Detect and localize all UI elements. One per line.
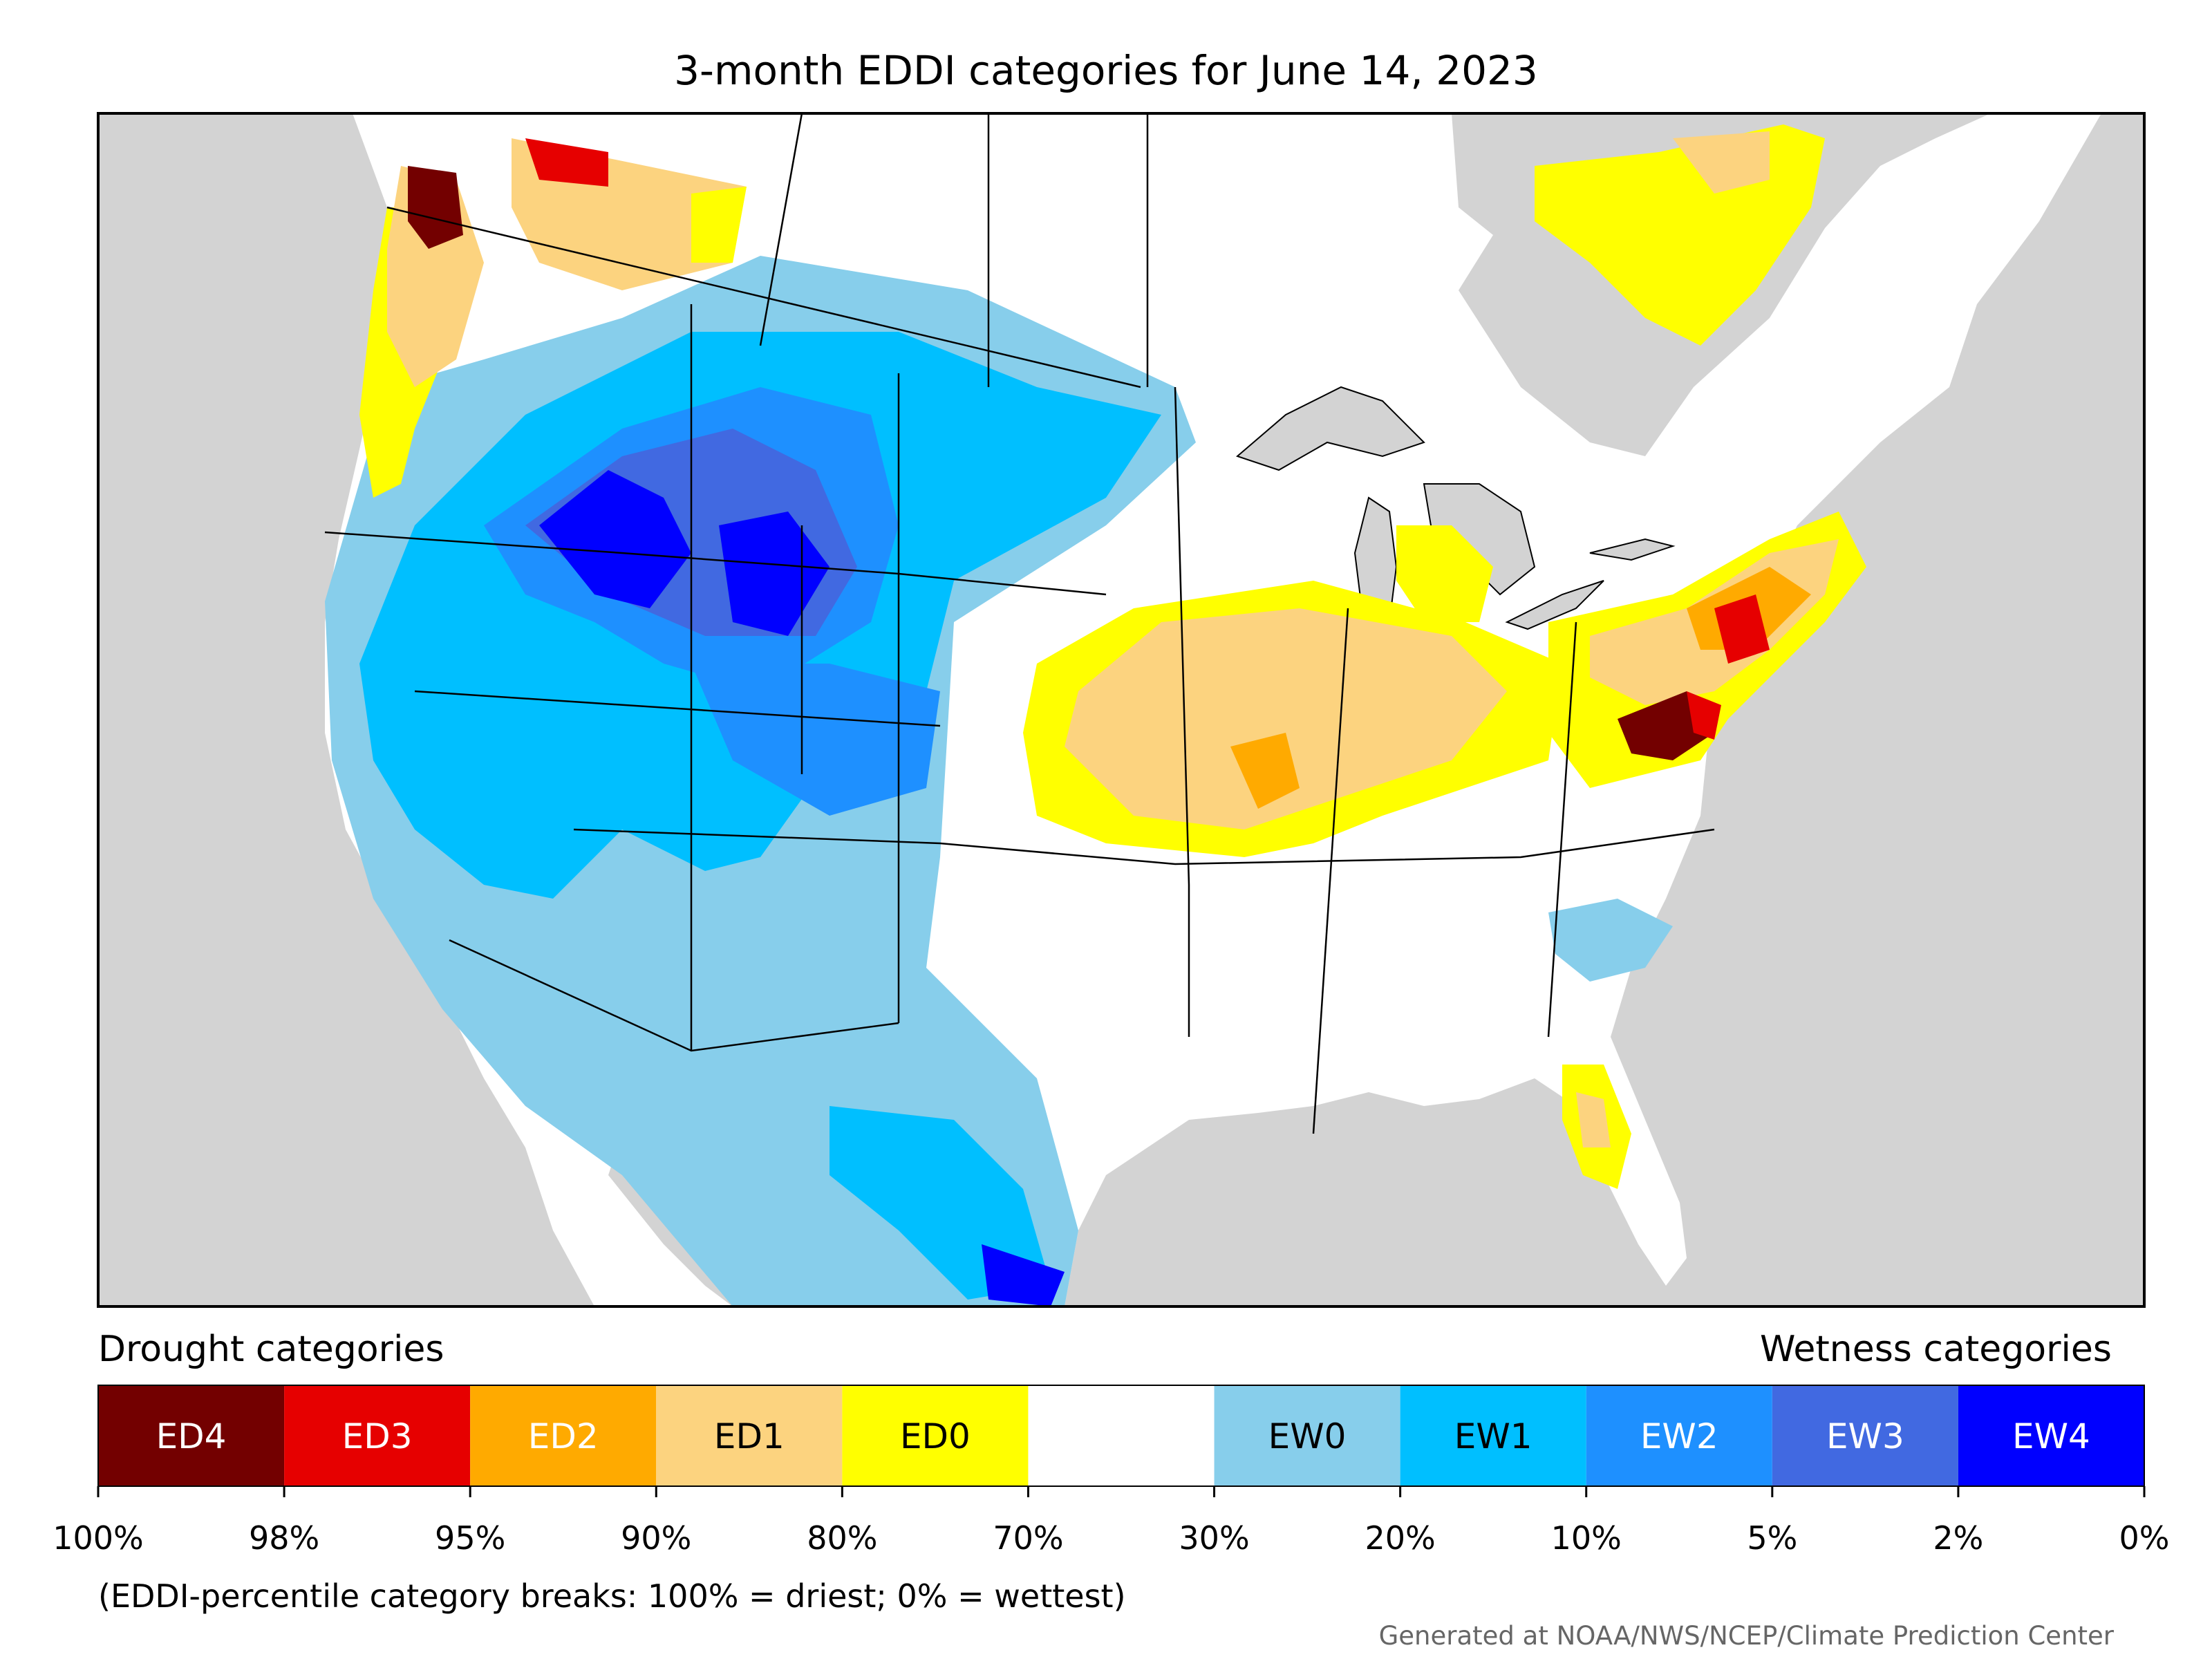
political-borders bbox=[324, 113, 1715, 1134]
ed3-virginia bbox=[1687, 691, 1721, 740]
ew4-texas-coast bbox=[982, 1244, 1065, 1306]
colorbar-swatch-ed3 bbox=[284, 1385, 471, 1486]
ed0-north-idaho bbox=[691, 187, 747, 263]
colorbar-swatch-ew4 bbox=[1958, 1385, 2144, 1486]
ew2-colorado bbox=[691, 664, 940, 816]
ed1-florida bbox=[1576, 1092, 1611, 1147]
eddi-patches bbox=[325, 124, 1866, 1306]
ew0-southeast bbox=[1548, 899, 1673, 982]
colorbar-frame bbox=[97, 1385, 2145, 1487]
colorbar-tick-label: 90% bbox=[621, 1519, 692, 1557]
colorbar-label-ew3: EW3 bbox=[1826, 1416, 1904, 1456]
ed4-puget bbox=[408, 166, 463, 249]
colorbar-label-ew4: EW4 bbox=[2012, 1416, 2090, 1456]
colorbar-tick-label: 70% bbox=[993, 1519, 1064, 1557]
ed0-michigan bbox=[1396, 525, 1493, 622]
colorbar-swatch-ew3 bbox=[1772, 1385, 1958, 1486]
ed3-north-idaho bbox=[525, 138, 608, 187]
colorbar-tick-label: 10% bbox=[1550, 1519, 1622, 1557]
map-title: 3-month EDDI categories for June 14, 202… bbox=[674, 47, 1538, 94]
colorbar-tick-label: 100% bbox=[53, 1519, 144, 1557]
colorbar-label-ed1: ED1 bbox=[714, 1416, 785, 1456]
colorbar-swatch-ew1 bbox=[1400, 1385, 1586, 1486]
ew4-region bbox=[539, 470, 691, 608]
lake-ontario bbox=[1589, 538, 1676, 561]
colorbar-swatch-ew2 bbox=[1586, 1385, 1772, 1486]
lake-erie bbox=[1505, 580, 1604, 630]
ed1-quebec bbox=[1673, 131, 1770, 194]
ed1-midwest bbox=[1065, 608, 1507, 830]
colorbar-label-ed3: ED3 bbox=[342, 1416, 413, 1456]
colorbar-label-ew1: EW1 bbox=[1454, 1416, 1533, 1456]
great-lakes bbox=[1236, 386, 1676, 652]
colorbar-swatch-normal bbox=[1028, 1385, 1215, 1486]
colorbar-tick-label: 20% bbox=[1365, 1519, 1436, 1557]
colorbar-swatch-ew0 bbox=[1214, 1385, 1400, 1486]
ed3-new-york bbox=[1714, 594, 1770, 664]
ed2-missouri bbox=[1230, 733, 1300, 809]
lake-superior bbox=[1236, 386, 1425, 471]
colorbar-tick-label: 5% bbox=[1747, 1519, 1798, 1557]
credit-text: Generated at NOAA/NWS/NCEP/Climate Predi… bbox=[1378, 1621, 2114, 1651]
colorbar: ED4 ED3 ED2 ED1 ED0 EW0 EW1 EW2 EW3 EW4 bbox=[97, 1385, 2146, 1497]
colorbar-tick-label: 98% bbox=[248, 1519, 320, 1557]
colorbar-label-ed2: ED2 bbox=[528, 1416, 599, 1456]
wetness-categories-label: Wetness categories bbox=[1760, 1329, 2112, 1370]
colorbar-label-ed4: ED4 bbox=[156, 1416, 227, 1456]
category-break-note: (EDDI-percentile category breaks: 100% =… bbox=[98, 1577, 1126, 1615]
colorbar-label-ew2: EW2 bbox=[1640, 1416, 1718, 1456]
colorbar-tick-label: 80% bbox=[807, 1519, 878, 1557]
colorbar-label-ed0: ED0 bbox=[900, 1416, 971, 1456]
colorbar-swatch-ed1 bbox=[656, 1385, 843, 1486]
colorbar-swatch-ed0 bbox=[842, 1385, 1029, 1486]
colorbar-tick-label: 2% bbox=[1933, 1519, 1984, 1557]
colorbar-swatch-ed2 bbox=[470, 1385, 657, 1486]
map-frame bbox=[97, 112, 2146, 1308]
drought-categories-label: Drought categories bbox=[98, 1329, 444, 1370]
colorbar-tick-label: 30% bbox=[1179, 1519, 1250, 1557]
colorbar-tick-label: 0% bbox=[2119, 1519, 2170, 1557]
colorbar-tick-label: 95% bbox=[435, 1519, 506, 1557]
colorbar-label-ew0: EW0 bbox=[1268, 1416, 1347, 1456]
colorbar-swatch-ed4 bbox=[98, 1385, 285, 1486]
